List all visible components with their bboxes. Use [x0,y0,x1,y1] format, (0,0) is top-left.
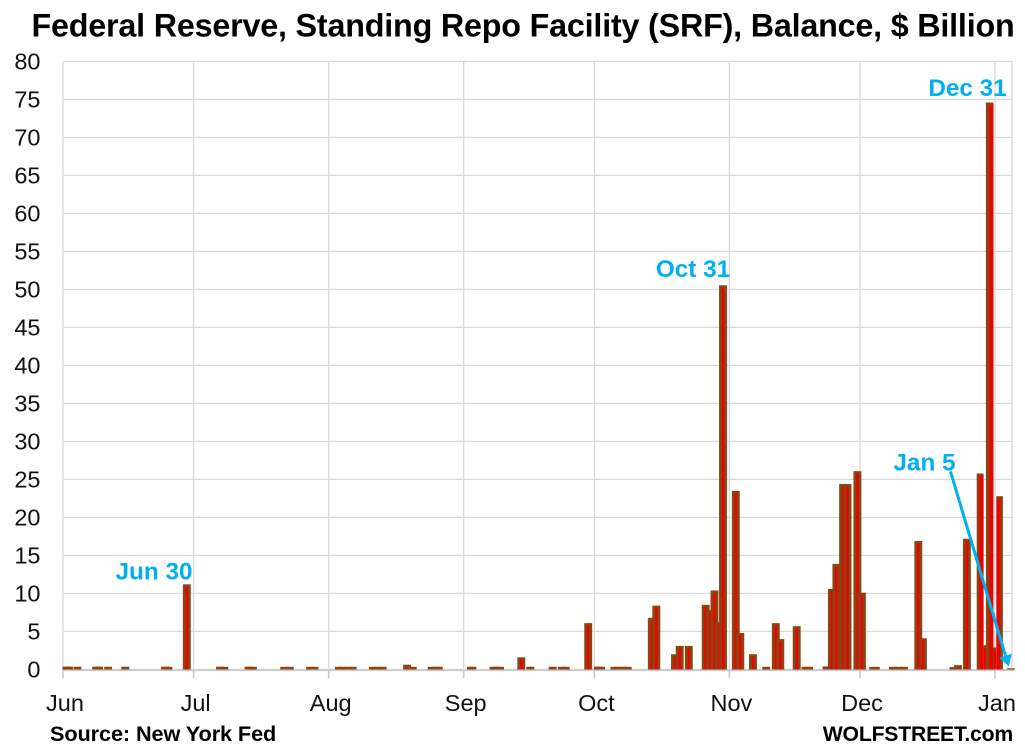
svg-text:50: 50 [14,277,40,303]
svg-text:55: 55 [14,239,40,265]
svg-text:Aug: Aug [310,690,352,716]
svg-text:Jun 30: Jun 30 [116,559,193,586]
svg-text:Jul: Jul [181,690,211,716]
svg-text:Oct: Oct [578,690,615,716]
svg-text:Jan 5: Jan 5 [893,450,955,477]
svg-text:25: 25 [14,467,40,493]
svg-text:65: 65 [14,163,40,189]
svg-text:30: 30 [14,429,40,455]
svg-text:15: 15 [14,543,40,569]
svg-text:WOLFSTREET.com: WOLFSTREET.com [823,723,1013,746]
svg-text:Dec 31: Dec 31 [928,75,1006,102]
svg-text:0: 0 [27,657,40,683]
svg-text:35: 35 [14,391,40,417]
svg-text:5: 5 [27,619,40,645]
svg-text:80: 80 [14,49,40,75]
svg-text:Dec: Dec [841,690,883,716]
svg-text:20: 20 [14,505,40,531]
svg-text:Jan: Jan [978,690,1016,716]
svg-text:70: 70 [14,125,40,151]
svg-text:Source: New York Fed: Source: New York Fed [50,721,276,746]
svg-text:Nov: Nov [711,690,753,716]
svg-text:10: 10 [14,581,40,607]
svg-text:60: 60 [14,201,40,227]
svg-text:40: 40 [14,353,40,379]
svg-text:Oct 31: Oct 31 [656,256,730,283]
svg-text:Jun: Jun [46,690,84,716]
svg-text:45: 45 [14,315,40,341]
svg-text:Sep: Sep [445,690,487,716]
svg-text:75: 75 [14,87,40,113]
svg-text:Federal Reserve, Standing Repo: Federal Reserve, Standing Repo Facility … [31,8,1014,44]
